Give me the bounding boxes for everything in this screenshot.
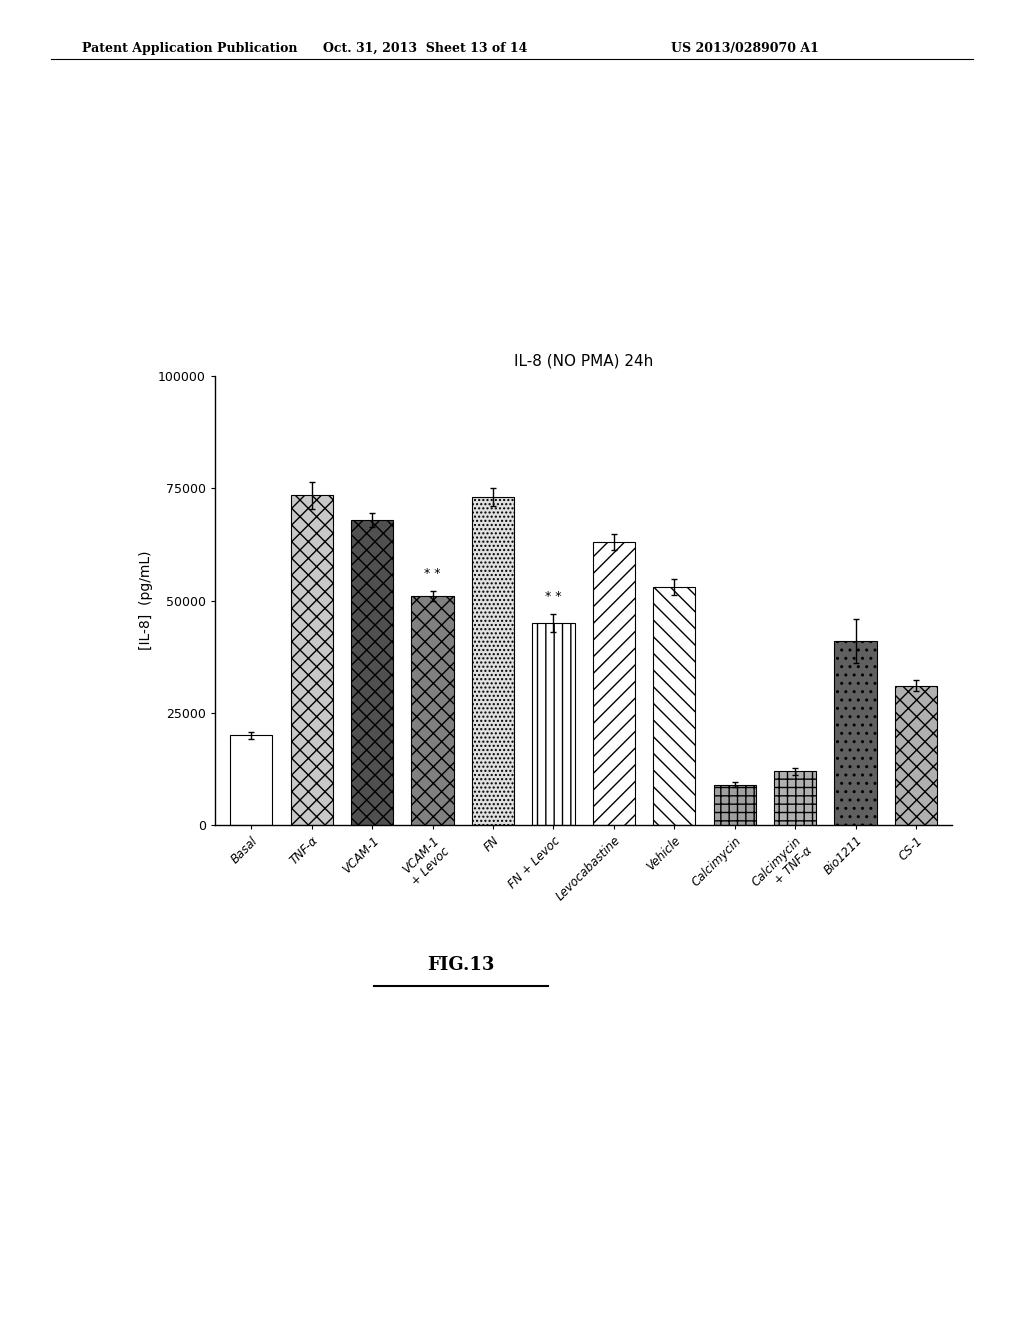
Bar bbox=[291, 495, 333, 825]
Text: * *: * * bbox=[424, 566, 441, 579]
Bar bbox=[653, 587, 695, 825]
Text: US 2013/0289070 A1: US 2013/0289070 A1 bbox=[672, 42, 819, 55]
Bar bbox=[714, 784, 756, 825]
Bar bbox=[835, 642, 877, 825]
Text: Oct. 31, 2013  Sheet 13 of 14: Oct. 31, 2013 Sheet 13 of 14 bbox=[323, 42, 527, 55]
Bar bbox=[593, 543, 635, 825]
Title: IL-8 (NO PMA) 24h: IL-8 (NO PMA) 24h bbox=[514, 352, 653, 368]
Bar bbox=[412, 597, 454, 825]
Y-axis label: [IL-8]  (pg/mL): [IL-8] (pg/mL) bbox=[138, 550, 153, 651]
Bar bbox=[774, 771, 816, 825]
Text: FIG.13: FIG.13 bbox=[427, 956, 495, 974]
Bar bbox=[472, 498, 514, 825]
Bar bbox=[532, 623, 574, 825]
Bar bbox=[351, 520, 393, 825]
Text: Patent Application Publication: Patent Application Publication bbox=[82, 42, 297, 55]
Bar bbox=[230, 735, 272, 825]
Bar bbox=[895, 686, 937, 825]
Text: * *: * * bbox=[545, 590, 562, 603]
